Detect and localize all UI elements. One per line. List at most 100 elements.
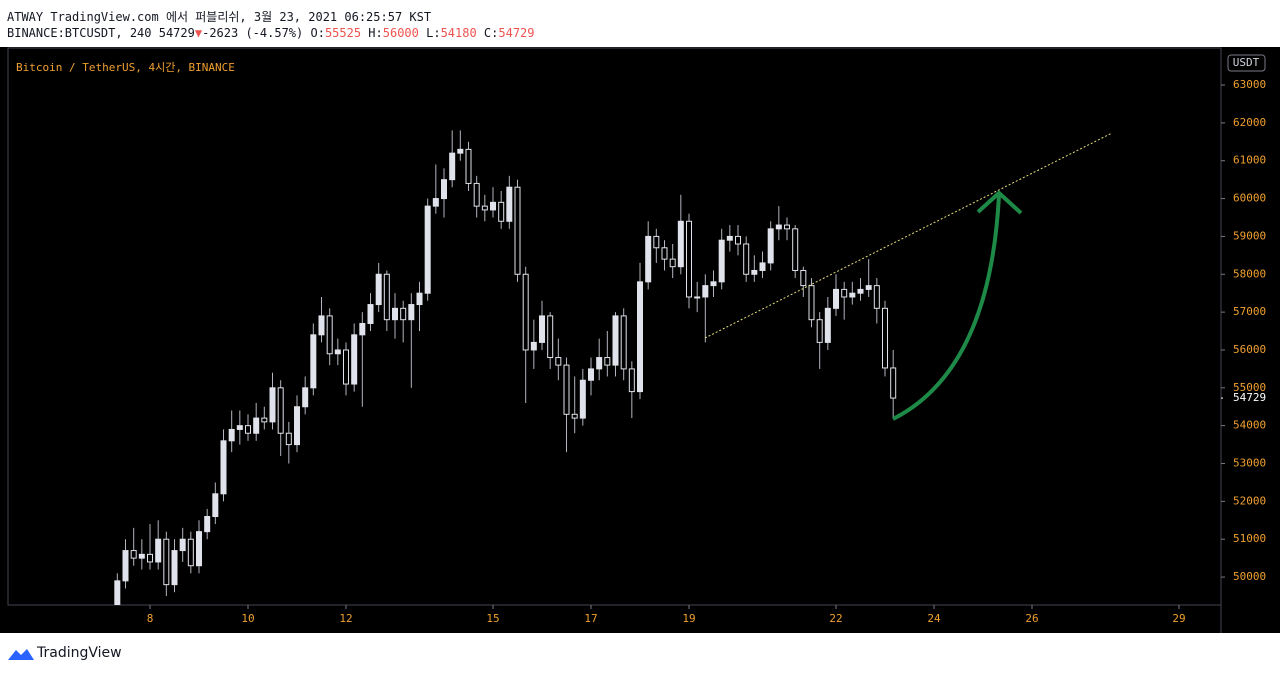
candle-body xyxy=(310,334,317,389)
brand: TradingView xyxy=(37,645,122,661)
currency-box xyxy=(1227,54,1266,72)
candle-body xyxy=(669,258,676,268)
candle-body xyxy=(506,186,513,222)
candle-body xyxy=(498,201,505,222)
candle-body xyxy=(694,296,701,299)
x-tick-label: 22 xyxy=(829,612,842,625)
price-label: 54729 xyxy=(1233,391,1266,404)
candle-body xyxy=(375,273,382,306)
y-tick-label: 50000 xyxy=(1233,570,1266,583)
candle-body xyxy=(571,413,578,419)
candle-body xyxy=(424,205,431,294)
y-tick-label: 56000 xyxy=(1233,343,1266,356)
y-tick-label: 52000 xyxy=(1233,494,1266,507)
arrow-curve xyxy=(892,194,1001,421)
candle-body xyxy=(343,349,350,385)
candle-body xyxy=(702,285,709,298)
candle-body xyxy=(637,281,644,393)
candle-body xyxy=(514,186,521,275)
arrow: ▼ xyxy=(194,26,203,40)
candle-body xyxy=(277,387,284,434)
y-tick-label: 60000 xyxy=(1233,192,1266,205)
candle-body xyxy=(890,367,897,399)
candle-body xyxy=(857,288,864,294)
arrow-head xyxy=(976,190,1023,215)
candle-body xyxy=(220,440,227,495)
x-tick-label: 15 xyxy=(486,612,499,625)
candle-body xyxy=(228,428,235,442)
logo xyxy=(8,649,34,660)
candle-body xyxy=(882,307,889,369)
candle-body xyxy=(138,553,145,559)
y-tick-label: 59000 xyxy=(1233,229,1266,242)
candle-body xyxy=(245,425,252,434)
candle-body xyxy=(555,357,562,366)
candle-body xyxy=(179,538,186,552)
candle-body xyxy=(865,285,872,290)
candle-body xyxy=(351,334,358,385)
c-label: C: xyxy=(483,26,499,40)
candle-body xyxy=(441,179,448,200)
candle-body xyxy=(620,315,627,370)
candle-body xyxy=(294,406,301,446)
y-tick-label: 51000 xyxy=(1233,532,1266,545)
candle-body xyxy=(547,315,554,359)
candle-body xyxy=(759,262,766,271)
candle-body xyxy=(653,235,660,249)
candle-body xyxy=(449,152,456,181)
ohlc-line: BINANCE:BTCUSDT, 240 54729▼-2623 (-4.57%… xyxy=(7,26,535,40)
y-tick-label: 63000 xyxy=(1233,78,1266,91)
candle-body xyxy=(285,432,292,446)
x-tick-label: 29 xyxy=(1172,612,1185,625)
candle-body xyxy=(302,387,309,408)
x-tick-label: 26 xyxy=(1025,612,1038,625)
candle-body xyxy=(604,357,611,366)
candle-body xyxy=(416,292,423,306)
candle-body xyxy=(792,228,799,271)
candle-body xyxy=(473,182,480,207)
candle-body xyxy=(808,285,815,321)
candle-body xyxy=(833,288,840,309)
candle-body xyxy=(163,538,170,586)
candle-body xyxy=(726,235,733,241)
y-tick-label: 54000 xyxy=(1233,419,1266,432)
last-price: 54729 xyxy=(158,26,195,40)
candle-body xyxy=(359,322,366,336)
candle-body xyxy=(816,319,823,343)
candle-body xyxy=(253,417,260,434)
l-label: L: xyxy=(426,26,441,40)
candle-body xyxy=(563,364,570,415)
h-label: H: xyxy=(368,26,383,40)
candle-body xyxy=(775,224,782,230)
candle-body xyxy=(784,224,791,230)
candle-body xyxy=(530,341,537,351)
candle-body xyxy=(392,307,399,321)
candle-body xyxy=(596,357,603,370)
candle-body xyxy=(841,288,848,298)
candle-body xyxy=(645,235,652,283)
x-tick-label: 17 xyxy=(584,612,597,625)
x-tick-label: 19 xyxy=(682,612,695,625)
o-label: O: xyxy=(310,26,325,40)
publisher: ATWAY TradingView.com 에서 퍼블리쉬, 3월 23, 20… xyxy=(7,10,432,24)
candle-body xyxy=(155,538,162,563)
y-tick-label: 55000 xyxy=(1233,381,1266,394)
candle-body xyxy=(849,292,856,298)
o-value: 55525 xyxy=(324,26,362,40)
candle-body xyxy=(522,273,529,351)
c-value: 54729 xyxy=(498,26,535,40)
candle-body xyxy=(383,273,390,321)
candle-body xyxy=(661,247,668,260)
candle-body xyxy=(432,198,439,207)
chart-title: Bitcoin / TetherUS, 4시간, BINANCE xyxy=(16,61,235,74)
change: -2623 (-4.57%) xyxy=(202,26,304,40)
candle-body xyxy=(269,387,276,423)
currency: USDT xyxy=(1233,56,1260,69)
candle-body xyxy=(212,493,219,518)
y-tick-label: 58000 xyxy=(1233,267,1266,280)
y-tick-label: 57000 xyxy=(1233,305,1266,318)
candle-body xyxy=(261,417,268,423)
y-tick-label: 62000 xyxy=(1233,116,1266,129)
candle-body xyxy=(114,580,121,605)
